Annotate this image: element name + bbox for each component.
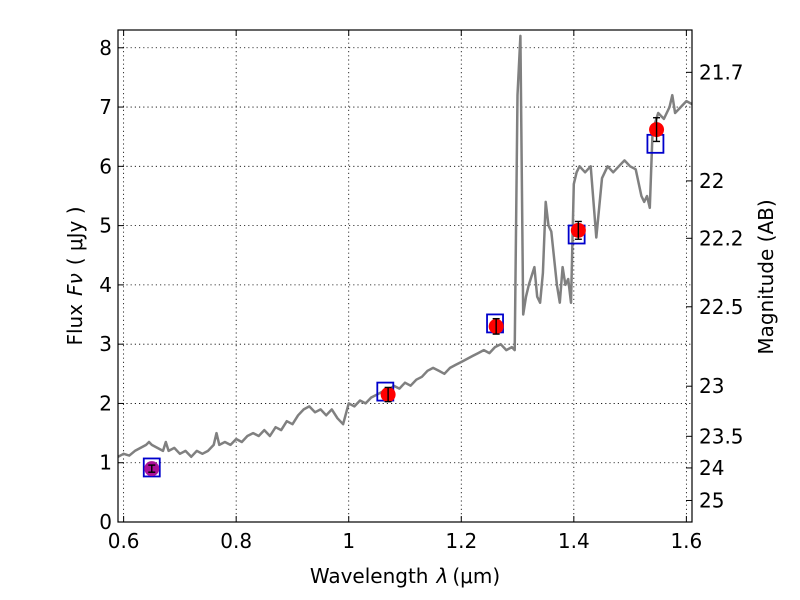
plot-frame — [117, 29, 693, 523]
spectrum-series — [117, 34, 693, 459]
right-tick-label: 25 — [699, 488, 724, 512]
axis-ticks: 0.6 0.8 1 1.2 1.4 1.601234567821.72222.222.52… — [99, 30, 744, 553]
x-tick-label: 0.8 — [220, 529, 252, 553]
model-photometry-square — [142, 457, 161, 478]
right-tick-label: 22.5 — [699, 295, 744, 319]
x-tick-label: 0.6 — [108, 529, 140, 553]
y-tick-label: 6 — [99, 154, 112, 178]
right-tick-label: 22 — [699, 169, 724, 193]
x-tick-label: 1.6 — [670, 529, 702, 553]
y-tick-label: 0 — [99, 510, 112, 534]
y-tick-label: 7 — [99, 95, 112, 119]
right-tick-label: 21.7 — [699, 60, 744, 84]
photometry-markers — [142, 117, 665, 478]
y-axis-label-unit: ( μJy ) — [63, 206, 87, 265]
y-tick-label: 2 — [99, 391, 112, 415]
y-tick-label: 4 — [99, 273, 112, 297]
x-tick-label: 1.2 — [445, 529, 477, 553]
y-tick-label: 1 — [99, 451, 112, 475]
x-axis-label-symbol: λ — [436, 564, 449, 588]
x-axis-label-unit: (μm) — [452, 564, 500, 588]
model-photometry-square — [646, 133, 665, 154]
y-axis-label: Flux Fν ( μJy ) — [63, 206, 87, 345]
spectrum-line — [117, 34, 693, 459]
x-axis-label: Wavelength λ (μm) — [310, 564, 500, 588]
x-tick-label: 1.4 — [558, 529, 590, 553]
y-tick-label: 8 — [99, 36, 112, 60]
y-tick-label: 3 — [99, 332, 112, 356]
grid-lines — [118, 30, 692, 523]
y-axis-label-symbol: Fν — [63, 273, 87, 296]
right-axis-label: Magnitude (AB) — [754, 199, 778, 354]
right-tick-label: 24 — [699, 456, 724, 480]
right-tick-label: 23 — [699, 374, 724, 398]
x-tick-label: 1 — [342, 529, 355, 553]
x-axis-label-text: Wavelength — [310, 564, 429, 588]
right-tick-label: 22.2 — [699, 226, 744, 250]
right-tick-label: 23.5 — [699, 424, 744, 448]
y-tick-label: 5 — [99, 214, 112, 238]
y-axis-label-text: Flux — [63, 304, 87, 346]
